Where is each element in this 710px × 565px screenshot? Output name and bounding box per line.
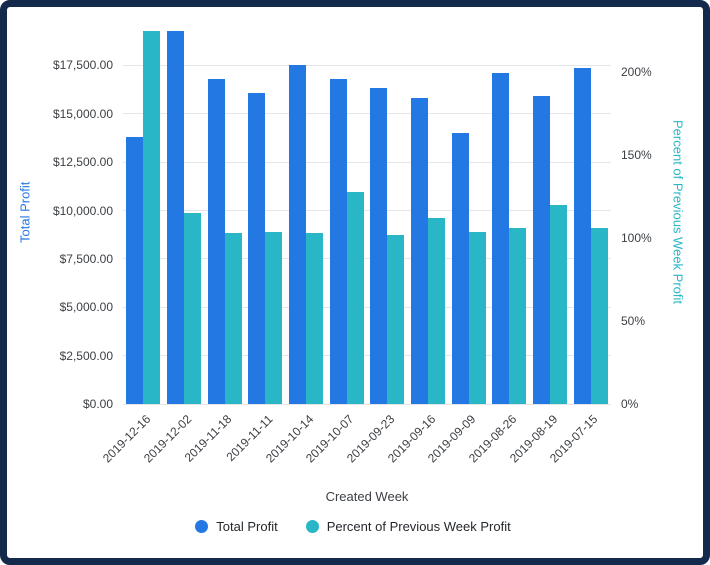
- bar-group: [166, 31, 201, 404]
- bar-group: [532, 96, 567, 404]
- bar-group: [248, 93, 283, 404]
- x-axis-title: Created Week: [325, 488, 409, 504]
- bar-percent-of-previous-week-profit[interactable]: [468, 232, 486, 404]
- legend-label: Total Profit: [216, 518, 278, 534]
- y-axis-left-ticks: $0.00 $2,500.00 $5,000.00 $7,500.00 $10,000.…: [37, 21, 123, 411]
- plot-area: [123, 21, 611, 405]
- bar-group: [451, 133, 486, 404]
- gridline: [123, 64, 611, 66]
- bar-total-profit[interactable]: [207, 79, 225, 404]
- bar-percent-of-previous-week-profit[interactable]: [549, 205, 567, 404]
- y-right-tick-label: 150%: [621, 148, 652, 163]
- bar-group: [492, 73, 527, 404]
- bar-group: [329, 79, 364, 404]
- bar-group: [410, 98, 445, 404]
- bar-group: [126, 31, 161, 404]
- legend: Total Profit Percent of Previous Week Pro…: [13, 508, 693, 544]
- y-axis-right-ticks: 0% 50% 100% 150% 200%: [611, 21, 663, 411]
- bar-total-profit[interactable]: [410, 98, 428, 404]
- bar-total-profit[interactable]: [288, 65, 306, 404]
- bar-percent-of-previous-week-profit[interactable]: [427, 218, 445, 404]
- left-axis-title: Total Profit: [17, 181, 33, 244]
- legend-item-total-profit[interactable]: Total Profit: [195, 518, 278, 534]
- bar-percent-of-previous-week-profit[interactable]: [224, 233, 242, 404]
- bar-percent-of-previous-week-profit[interactable]: [265, 232, 283, 404]
- bar-percent-of-previous-week-profit[interactable]: [387, 235, 405, 404]
- gridline: [123, 306, 611, 308]
- bar-group: [573, 68, 608, 404]
- chart-layout: Total Profit $0.00 $2,500.00 $5,000.00 $7,5…: [13, 21, 693, 550]
- gridline: [123, 113, 611, 115]
- bar-total-profit[interactable]: [126, 137, 144, 404]
- gridline: [123, 161, 611, 163]
- y-right-tick-label: 100%: [621, 231, 652, 246]
- y-left-tick-label: $0.00: [82, 397, 113, 411]
- bar-percent-of-previous-week-profit[interactable]: [346, 192, 364, 404]
- bar-total-profit[interactable]: [248, 93, 266, 404]
- y-left-tick-label: $10,000.00: [52, 203, 113, 218]
- gridline: [123, 355, 611, 357]
- y-right-tick-label: 0%: [621, 397, 639, 411]
- y-left-tick-label: $17,500.00: [52, 58, 113, 73]
- x-axis-labels: 2019-12-16 2019-12-02 2019-11-18 2019-11-11…: [100, 404, 611, 484]
- bar-group: [370, 88, 405, 404]
- y-left-tick-label: $7,500.00: [59, 251, 113, 266]
- gridline: [123, 210, 611, 212]
- y-left-tick-label: $5,000.00: [59, 300, 113, 315]
- bar-percent-of-previous-week-profit[interactable]: [590, 228, 608, 404]
- y-left-tick-label: $15,000.00: [52, 106, 113, 121]
- bar-total-profit[interactable]: [451, 133, 469, 404]
- y-left-tick-label: $2,500.00: [59, 348, 113, 363]
- gridline: [123, 258, 611, 260]
- y-right-tick-label: 50%: [621, 314, 646, 329]
- y-left-tick-label: $12,500.00: [52, 155, 113, 170]
- right-axis-title: Percent of Previous Week Profit: [670, 120, 686, 305]
- gridline: [123, 403, 611, 405]
- bar-total-profit[interactable]: [166, 31, 184, 404]
- bar-percent-of-previous-week-profit[interactable]: [305, 233, 323, 404]
- bar-total-profit[interactable]: [532, 96, 550, 404]
- bar-percent-of-previous-week-profit[interactable]: [509, 228, 527, 404]
- bar-percent-of-previous-week-profit[interactable]: [143, 31, 161, 404]
- legend-item-percent-of-previous-week-profit[interactable]: Percent of Previous Week Profit: [305, 518, 511, 534]
- legend-dot: [195, 519, 209, 533]
- bar-total-profit[interactable]: [492, 73, 510, 404]
- bar-group: [207, 79, 242, 404]
- bar-groups: [123, 21, 611, 404]
- bar-total-profit[interactable]: [329, 79, 347, 404]
- legend-dot: [305, 519, 319, 533]
- y-right-tick-label: 200%: [621, 65, 652, 80]
- legend-label: Percent of Previous Week Profit: [326, 518, 511, 534]
- bar-total-profit[interactable]: [573, 68, 591, 404]
- bar-total-profit[interactable]: [370, 88, 388, 404]
- bar-percent-of-previous-week-profit[interactable]: [183, 213, 201, 404]
- bar-group: [288, 65, 323, 404]
